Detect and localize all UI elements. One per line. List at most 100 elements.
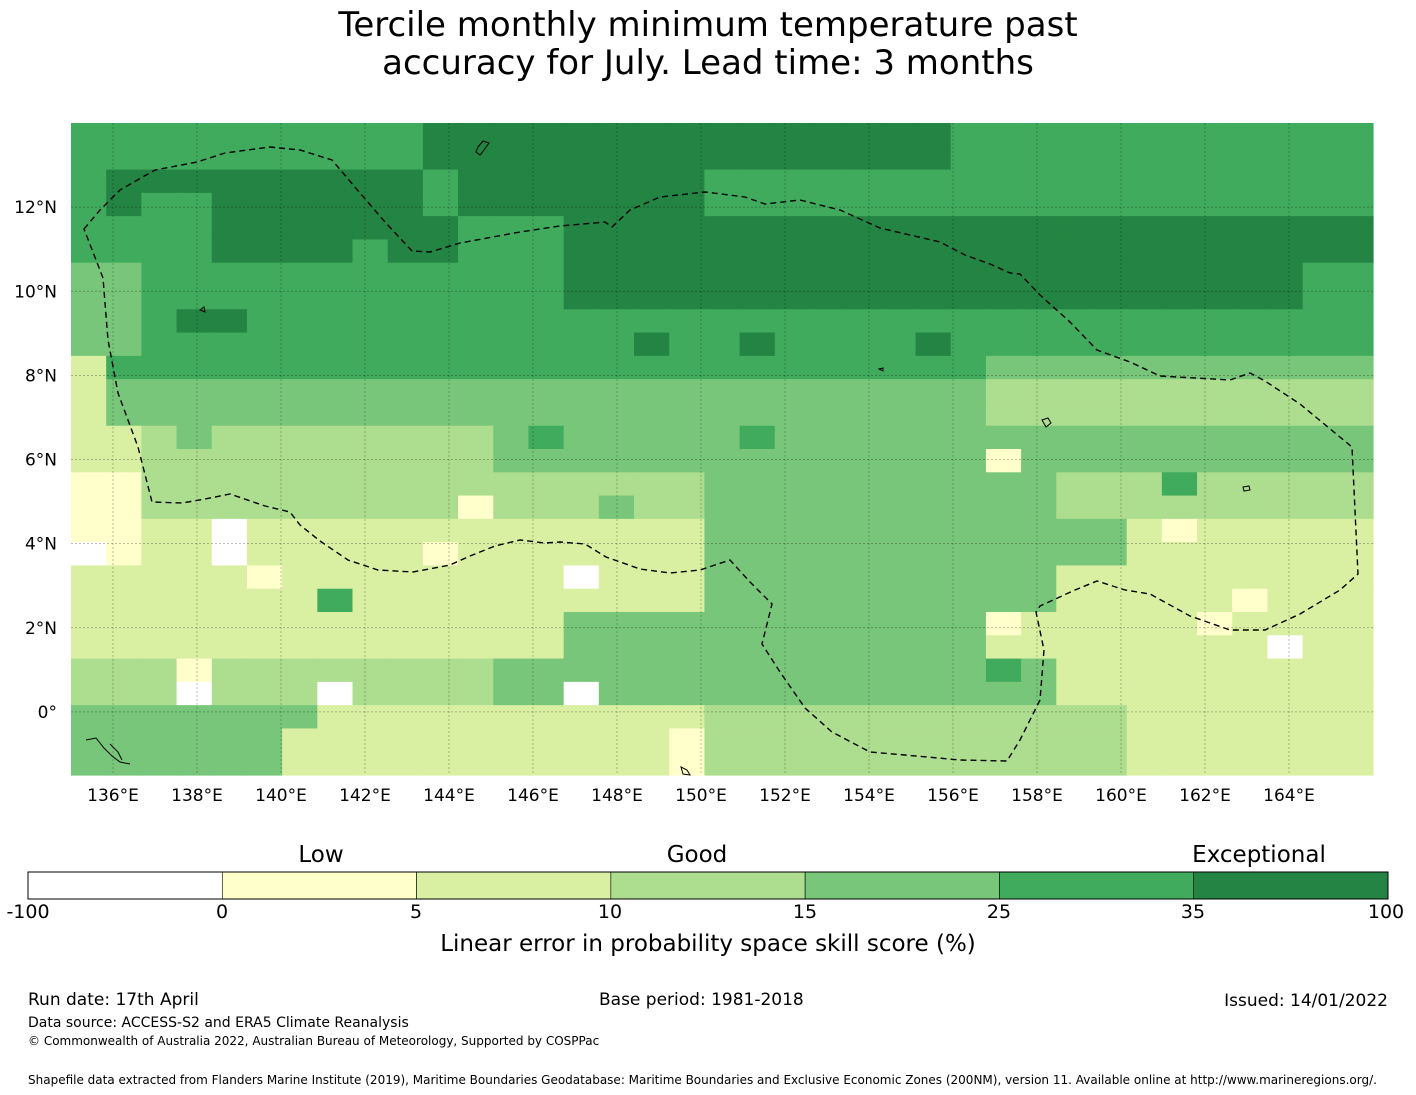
skill-cell — [985, 728, 1022, 753]
skill-cell — [1337, 542, 1374, 567]
skill-cell — [985, 402, 1022, 427]
skill-cell — [880, 332, 917, 357]
skill-cell — [458, 565, 494, 590]
skill-cell — [1091, 402, 1128, 427]
skill-cell — [950, 449, 987, 473]
skill-cell — [1267, 239, 1304, 264]
skill-cell — [282, 635, 318, 660]
skill-cell — [422, 332, 459, 357]
skill-cell — [915, 681, 952, 706]
skill-cell — [317, 262, 354, 287]
skill-cell — [1302, 728, 1339, 753]
skill-cell — [1337, 402, 1374, 427]
skill-cell — [704, 123, 741, 147]
skill-cell — [774, 612, 811, 636]
skill-cell — [950, 216, 987, 241]
skill-cell — [634, 449, 670, 473]
skill-cell — [1232, 635, 1269, 660]
skill-cell — [141, 612, 178, 636]
lat-tick-label: 4°N — [25, 535, 57, 555]
skill-cell — [1126, 146, 1163, 171]
skill-cell — [1091, 518, 1128, 543]
colorbar-tick: -100 — [6, 901, 50, 923]
skill-cell — [704, 239, 741, 264]
skill-cell — [809, 262, 846, 287]
skill-cell — [211, 612, 248, 636]
skill-cell — [634, 192, 670, 217]
skill-cell — [915, 239, 952, 264]
skill-cell — [71, 402, 107, 427]
skill-cell — [563, 705, 600, 730]
skill-cell — [1302, 425, 1339, 450]
skill-cell — [950, 518, 987, 543]
skill-cell — [528, 472, 565, 497]
skill-cell — [71, 728, 107, 753]
skill-cell — [71, 216, 107, 241]
skill-cell — [1161, 518, 1198, 543]
skill-cell — [809, 216, 846, 241]
skill-cell — [176, 658, 213, 683]
colorbar — [27, 871, 1389, 900]
skill-cell — [211, 146, 248, 171]
skill-cell — [1337, 495, 1374, 520]
skill-cell — [1126, 518, 1163, 543]
skill-cell — [387, 472, 424, 497]
skill-cell — [1232, 192, 1269, 217]
skill-cell — [915, 588, 952, 613]
skill-cell — [634, 635, 670, 660]
lon-tick-label: 146°E — [507, 786, 559, 806]
skill-cell — [704, 286, 741, 310]
skill-cell — [1161, 472, 1198, 497]
skill-cell — [774, 123, 811, 147]
skill-cell — [985, 635, 1022, 660]
skill-cell — [1091, 751, 1128, 776]
skill-cell — [458, 309, 494, 334]
skill-cell — [387, 425, 424, 450]
skill-cell — [282, 239, 318, 264]
skill-cell — [106, 565, 142, 590]
skill-cell — [739, 612, 776, 636]
skill-cell — [71, 542, 107, 567]
skill-cell — [211, 705, 248, 730]
skill-cell — [1232, 216, 1269, 241]
skill-cell — [1232, 728, 1269, 753]
skill-cell — [1197, 565, 1233, 590]
skill-cell — [246, 542, 283, 567]
skill-cell — [528, 751, 565, 776]
skill-cell — [774, 169, 811, 194]
skill-cell — [282, 286, 318, 310]
skill-cell — [634, 355, 670, 380]
skill-cell — [1267, 332, 1304, 357]
skill-cell — [985, 355, 1022, 380]
skill-cell — [106, 542, 142, 567]
skill-cell — [1337, 612, 1374, 636]
skill-cell — [1302, 239, 1339, 264]
skill-cell — [845, 495, 881, 520]
skill-cell — [458, 379, 494, 404]
skill-cell — [493, 635, 530, 660]
skill-cell — [1091, 565, 1128, 590]
colorbar-outline — [27, 871, 1389, 900]
skill-cell — [282, 355, 318, 380]
skill-cell — [704, 518, 741, 543]
skill-cell — [1197, 449, 1233, 473]
skill-cell — [493, 146, 530, 171]
skill-cell — [950, 542, 987, 567]
skill-cell — [880, 216, 917, 241]
skill-cell — [634, 542, 670, 567]
skill-cell — [1126, 402, 1163, 427]
skill-cell — [1302, 262, 1339, 287]
skill-cell — [845, 402, 881, 427]
skill-cell — [1267, 192, 1304, 217]
skill-cell — [915, 728, 952, 753]
skill-cell — [71, 565, 107, 590]
skill-cell — [704, 588, 741, 613]
skill-cell — [1126, 658, 1163, 683]
skill-cell — [845, 705, 881, 730]
skill-cell — [1021, 402, 1057, 427]
skill-cell — [1302, 751, 1339, 776]
skill-cell — [106, 216, 142, 241]
skill-cell — [774, 192, 811, 217]
skill-cell — [458, 588, 494, 613]
chart-title: Tercile monthly minimum temperature past… — [0, 6, 1416, 82]
